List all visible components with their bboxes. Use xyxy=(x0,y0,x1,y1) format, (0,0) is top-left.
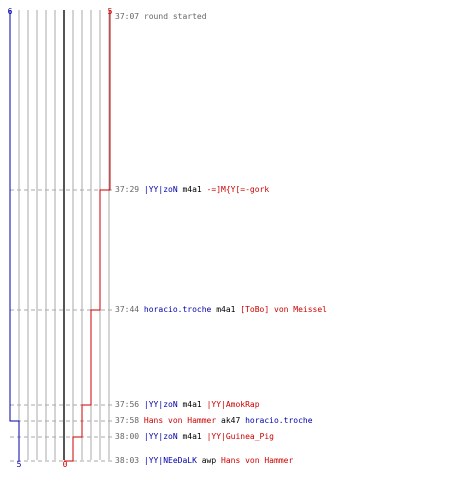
grid-lines xyxy=(18,10,110,460)
weapon-name: m4a1 xyxy=(182,185,202,194)
victim-name: |YY|Guinea_Pig xyxy=(206,432,274,441)
weapon-name: ak47 xyxy=(221,416,241,425)
killer-name: |YY|NEeDaLK xyxy=(143,456,197,465)
red-team-score-line xyxy=(64,10,111,462)
event-time: 38:03 xyxy=(115,456,140,465)
blue-start-score: 6 xyxy=(8,7,13,16)
blue-team-score-line xyxy=(9,10,20,461)
weapon-name: m4a1 xyxy=(216,305,236,314)
blue-end-score: 5 xyxy=(17,460,22,469)
killer-name: horacio.troche xyxy=(143,305,212,314)
event-dash-lines xyxy=(10,189,112,462)
weapon-name: awp xyxy=(201,456,217,465)
event-row: 38:03 |YY|NEeDaLK awp Hans von Hammer xyxy=(115,456,293,466)
event-row: 37:29 |YY|zoN m4a1 -=]M{Y[=-gork xyxy=(115,185,269,195)
killer-name: Hans von Hammer xyxy=(143,416,217,425)
victim-name: -=]M{Y[=-gork xyxy=(206,185,270,194)
victim-name: horacio.troche xyxy=(245,416,313,425)
event-time: 38:00 xyxy=(115,432,140,441)
victim-name: |YY|AmokRap xyxy=(206,400,260,409)
weapon-name: m4a1 xyxy=(182,432,202,441)
event-note: round started xyxy=(143,12,207,21)
red-start-score: 5 xyxy=(108,7,113,16)
event-time: 37:44 xyxy=(115,305,140,314)
red-end-score: 0 xyxy=(63,460,68,469)
killer-name: |YY|zoN xyxy=(143,400,178,409)
event-row: 37:44 horacio.troche m4a1 [ToBo] von Mei… xyxy=(115,305,327,315)
weapon-name: m4a1 xyxy=(182,400,202,409)
killer-name: |YY|zoN xyxy=(143,185,178,194)
event-time: 37:07 xyxy=(115,12,140,21)
victim-name: [ToBo] von Meissel xyxy=(240,305,327,314)
victim-name: Hans von Hammer xyxy=(221,456,294,465)
event-row: 37:58 Hans von Hammer ak47 horacio.troch… xyxy=(115,416,313,426)
event-time: 37:56 xyxy=(115,400,140,409)
event-row: 37:56 |YY|zoN m4a1 |YY|AmokRap xyxy=(115,400,260,410)
event-row: 38:00 |YY|zoN m4a1 |YY|Guinea_Pig xyxy=(115,432,274,442)
event-row: 37:07 round started xyxy=(115,12,207,22)
event-time: 37:58 xyxy=(115,416,140,425)
event-time: 37:29 xyxy=(115,185,140,194)
killer-name: |YY|zoN xyxy=(143,432,178,441)
